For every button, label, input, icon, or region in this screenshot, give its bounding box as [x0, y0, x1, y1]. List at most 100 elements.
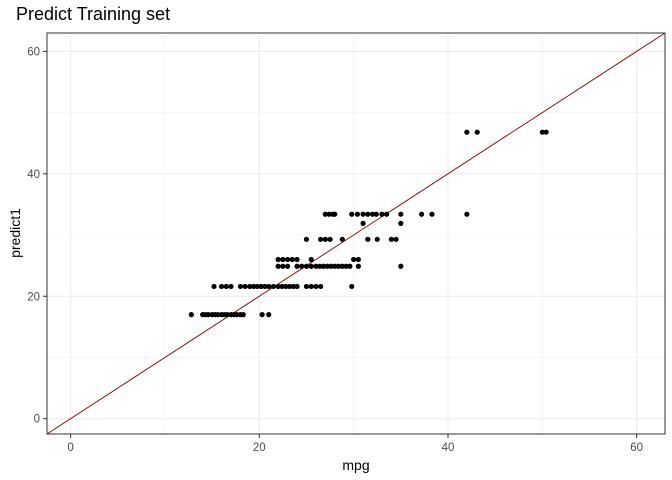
data-point — [326, 211, 332, 217]
data-point — [373, 211, 379, 217]
reference-line-group — [46, 32, 666, 435]
data-point — [258, 283, 264, 290]
data-point — [317, 263, 323, 269]
data-point — [266, 283, 272, 290]
data-point — [384, 211, 390, 217]
data-point — [234, 312, 240, 318]
data-point — [286, 283, 293, 290]
data-point — [280, 256, 286, 263]
x-axis-ticks: 0 20 40 60 — [67, 434, 643, 454]
data-point — [393, 236, 399, 242]
y-tick-label: 0 — [34, 414, 40, 426]
data-point — [259, 312, 265, 318]
data-point — [347, 263, 353, 269]
data-point — [270, 283, 277, 290]
data-point — [254, 283, 261, 290]
data-point — [320, 263, 327, 269]
data-point — [369, 211, 376, 217]
minor-gridlines — [47, 33, 665, 434]
data-point — [418, 211, 425, 217]
data-point — [313, 283, 319, 290]
data-point — [379, 211, 385, 217]
data-point — [205, 312, 211, 318]
reference-line — [46, 32, 666, 435]
data-point — [313, 263, 319, 269]
data-point — [284, 263, 291, 269]
data-point — [355, 263, 361, 269]
data-point — [322, 211, 328, 217]
data-point — [275, 256, 281, 263]
data-point — [332, 263, 338, 269]
data-point — [280, 263, 286, 269]
data-point — [240, 312, 246, 318]
data-point — [303, 283, 310, 290]
data-point — [303, 236, 310, 242]
data-point — [308, 256, 314, 263]
data-point — [322, 236, 328, 242]
major-gridlines — [47, 33, 665, 434]
data-point — [303, 263, 310, 269]
data-point — [290, 283, 296, 290]
data-point — [294, 283, 300, 290]
data-point — [398, 220, 404, 226]
data-point — [262, 283, 268, 290]
y-tick-label: 20 — [27, 291, 40, 303]
data-point — [398, 211, 404, 217]
y-axis-ticks: 0 20 40 60 — [27, 46, 47, 426]
data-point — [360, 220, 366, 226]
data-point — [289, 256, 295, 263]
data-point — [266, 312, 272, 318]
data-point — [339, 236, 345, 242]
data-point — [464, 211, 470, 217]
data-point — [365, 211, 371, 217]
x-tick-label: 20 — [253, 442, 266, 454]
data-point — [318, 236, 324, 242]
data-point — [365, 236, 371, 242]
data-point — [324, 263, 330, 269]
data-point — [308, 263, 314, 269]
chart-title: Predict Training set — [16, 4, 171, 24]
data-point — [349, 283, 355, 290]
data-point — [464, 129, 470, 135]
data-point — [283, 283, 289, 290]
data-point — [215, 312, 221, 318]
data-point — [294, 263, 300, 269]
data-point — [299, 263, 305, 269]
x-tick-label: 40 — [442, 442, 455, 454]
data-point — [275, 263, 281, 269]
data-point — [543, 129, 549, 135]
data-point — [354, 211, 361, 217]
data-point — [211, 283, 217, 290]
data-point — [327, 236, 333, 242]
data-point — [429, 211, 435, 217]
data-point — [218, 283, 225, 290]
data-point — [224, 312, 230, 318]
data-point — [279, 283, 285, 290]
data-point — [335, 263, 342, 269]
data-point — [294, 256, 300, 263]
data-point — [228, 283, 234, 290]
data-point — [251, 283, 257, 290]
data-point — [374, 236, 380, 242]
data-point — [318, 283, 324, 290]
data-point — [351, 256, 357, 263]
data-point — [328, 263, 334, 269]
data-point — [355, 256, 361, 263]
data-point — [474, 129, 480, 135]
x-tick-label: 60 — [630, 442, 643, 454]
data-point — [339, 263, 345, 269]
y-tick-label: 60 — [27, 46, 40, 58]
data-point — [284, 256, 291, 263]
data-point — [349, 211, 355, 217]
data-points — [188, 129, 549, 318]
data-point — [539, 129, 545, 135]
data-point — [360, 211, 366, 217]
y-tick-label: 40 — [27, 169, 40, 181]
data-point — [343, 263, 349, 269]
data-point — [275, 283, 281, 290]
data-point — [388, 236, 394, 242]
data-point — [237, 283, 244, 290]
data-point — [332, 211, 338, 217]
data-point — [308, 283, 314, 290]
